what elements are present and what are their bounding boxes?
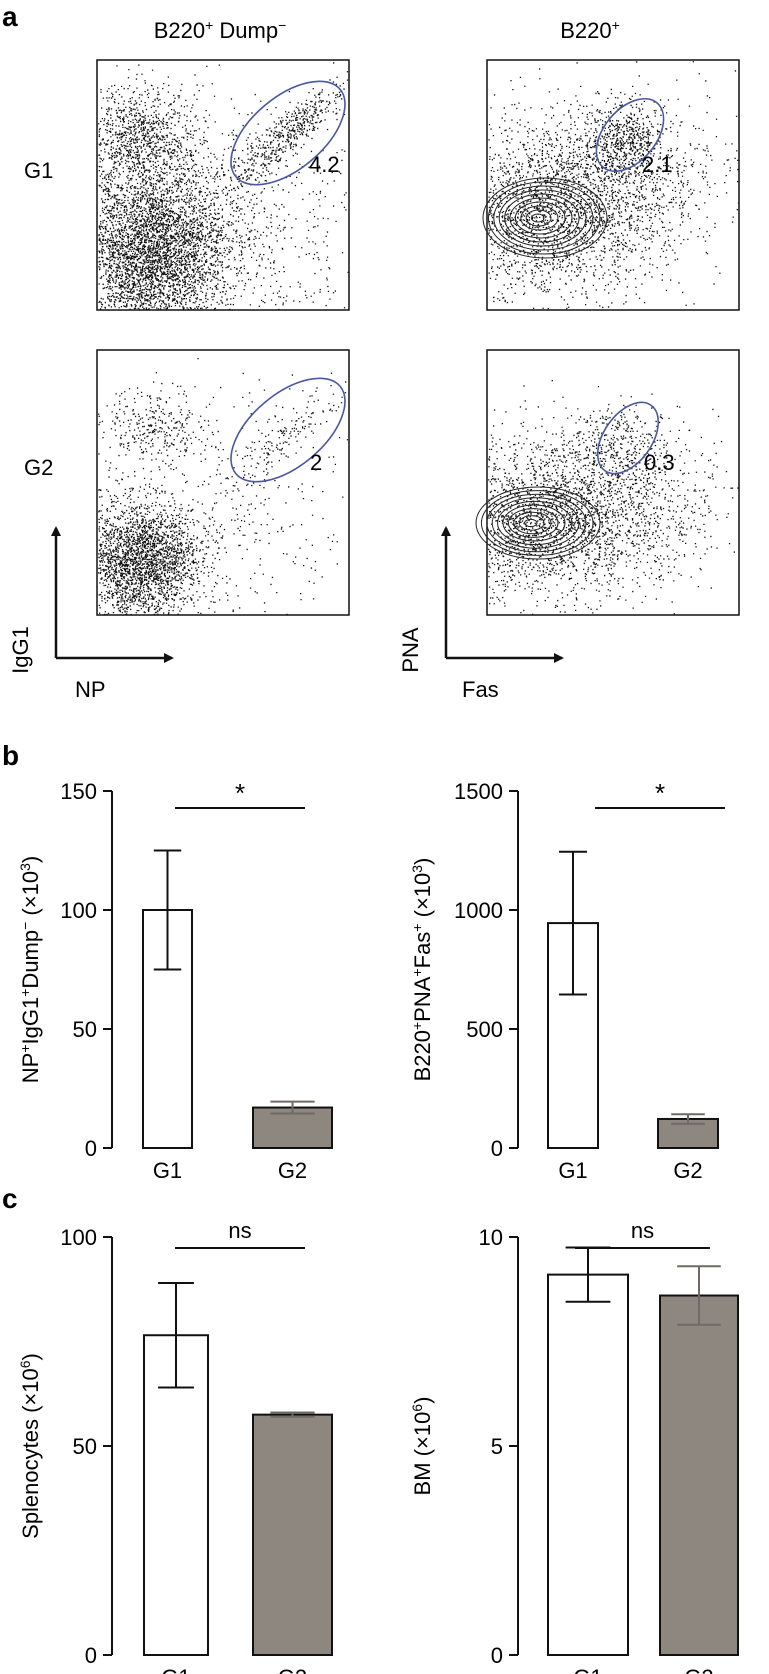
gate-g2-right [596, 401, 660, 475]
bar-g1 [547, 1273, 629, 1656]
panel-b-letter: b [2, 740, 19, 771]
gate-value-g2-left: 2 [310, 450, 322, 475]
y-axis-label: NP+IgG1+Dump− (×103) [17, 856, 43, 1083]
category-label: G2 [673, 1158, 702, 1183]
flow-plot-g2-np-igg1 [96, 349, 350, 616]
y-tick-label: 500 [466, 1017, 503, 1042]
y-tick-label: 50 [73, 1017, 97, 1042]
row-label-g1: G1 [24, 158, 53, 183]
y-axis-label: B220+PNA+Fas+ (×103) [409, 858, 435, 1082]
error-bar-g2 [677, 1265, 721, 1326]
gate-g2-left [230, 377, 346, 483]
significance-label: ns [631, 1218, 654, 1243]
y-axis-label: Splenocytes (×106) [17, 1353, 43, 1539]
category-label: G2 [278, 1158, 307, 1183]
bar-g2 [659, 1294, 739, 1657]
category-label: G1 [161, 1665, 190, 1674]
y-tick-label: 100 [60, 1225, 97, 1250]
row-label-g2: G2 [24, 455, 53, 480]
y-tick-label: 0 [85, 1643, 97, 1668]
bar-g2 [252, 1413, 333, 1657]
axis-label-igg1: IgG1 [8, 626, 33, 674]
category-label: G2 [278, 1665, 307, 1674]
y-tick-label: 5 [491, 1434, 503, 1459]
bar-chart-3: 0 50 100 G1 G2 ns Splenocytes (×106) [17, 1218, 333, 1674]
gate-value-g1-left: 4.2 [309, 152, 340, 177]
y-axis-label: BM (×106) [409, 1397, 435, 1496]
axis-arrows-right [441, 526, 564, 663]
flow-cytometry-events [98, 61, 740, 616]
axis-label-fas: Fas [462, 677, 499, 702]
y-tick-label: 0 [491, 1643, 503, 1668]
column-title-right: B220+ [560, 17, 620, 43]
error-bar-g1 [559, 850, 587, 996]
contour-population [475, 177, 608, 560]
flow-plot-g1-np-igg1 [96, 59, 350, 311]
category-label: G1 [573, 1665, 602, 1674]
column-title-left: B220+ Dump− [154, 17, 287, 43]
category-label: G1 [153, 1158, 182, 1183]
panel-a: a B220+ Dump− B220+ G1 G2 4.2 2.1 2 0.3 … [2, 1, 740, 702]
axis-arrows-left [51, 526, 174, 663]
bar-g1 [143, 1334, 209, 1656]
gate-value-g1-right: 2.1 [642, 152, 673, 177]
gate-g1-right [595, 97, 665, 173]
y-tick-label: 50 [73, 1434, 97, 1459]
flow-plot-g1-fas-pna [486, 59, 740, 311]
axis-label-pna: PNA [398, 627, 423, 673]
panel-c-letter: c [2, 1183, 18, 1214]
error-bar-g2 [270, 1100, 315, 1115]
y-tick-label: 10 [479, 1225, 503, 1250]
y-tick-label: 150 [60, 779, 97, 804]
bar-chart-1: 0 50 100 150 G1 G2 * NP+IgG1+Dump− (×103) [17, 778, 333, 1183]
significance-label: * [655, 778, 665, 808]
error-bar-g2 [671, 1113, 705, 1125]
gate-value-g2-right: 0.3 [644, 450, 675, 475]
axis-label-np: NP [75, 677, 106, 702]
y-tick-label: 1500 [454, 779, 503, 804]
bar-chart-4: 0 5 10 G1 G2 ns BM (×106) [409, 1218, 739, 1674]
gate-g1-left [230, 80, 346, 186]
panel-a-letter: a [2, 1, 18, 32]
flow-plot-g2-fas-pna [486, 349, 740, 616]
error-bar-g1 [153, 849, 182, 971]
significance-label: * [235, 778, 245, 808]
category-label: G1 [558, 1158, 587, 1183]
category-label: G2 [684, 1665, 713, 1674]
y-tick-label: 100 [60, 898, 97, 923]
error-bar-g1 [158, 1281, 194, 1389]
significance-label: ns [228, 1218, 251, 1243]
error-bar-g2 [270, 1411, 315, 1418]
y-tick-label: 0 [491, 1136, 503, 1161]
y-tick-label: 1000 [454, 898, 503, 923]
y-tick-label: 0 [85, 1136, 97, 1161]
bar-chart-2: 0 500 1000 1500 G1 G2 * B220+PNA+Fas+ (×103) [409, 778, 725, 1183]
